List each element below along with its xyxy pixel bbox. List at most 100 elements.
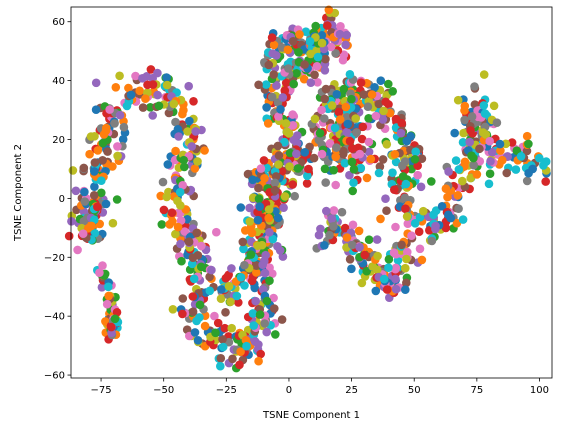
scatter-point [174,132,183,141]
scatter-point [91,105,101,114]
scatter-point [334,107,344,117]
scatter-point [481,130,491,139]
scatter-point [384,79,393,89]
scatter-point [402,136,412,146]
scatter-point [320,164,330,174]
scatter-point [253,215,263,225]
scatter-point [246,250,256,259]
scatter-point [242,341,251,351]
scatter-point [173,222,183,232]
scatter-point [331,180,341,190]
scatter-point [68,166,78,175]
scatter-point [188,292,198,301]
scatter-point [342,127,352,137]
scatter-point [115,71,124,81]
scatter-point [342,112,352,122]
scatter-point [486,157,495,166]
scatter-point [260,319,270,328]
scatter-point [325,139,335,148]
scatter-point [146,103,155,112]
scatter-point [277,167,287,176]
scatter-point [364,235,374,244]
scatter-point [345,136,355,146]
scatter-point [288,110,298,119]
scatter-point [400,193,410,203]
scatter-point [459,128,468,138]
scatter-point [302,179,312,188]
scatter-point [516,152,526,161]
scatter-point [351,114,361,123]
scatter-point [112,308,122,317]
scatter-point [330,123,340,133]
scatter-point [320,66,330,75]
scatter-point [460,157,470,167]
scatter-point [535,153,544,163]
scatter-point [294,48,303,57]
scatter-point [382,206,391,215]
scatter-point [382,140,392,149]
scatter-point [104,291,113,301]
scatter-point [379,274,389,284]
scatter-point [221,308,230,317]
scatter-point [212,227,221,237]
scatter-point [135,86,144,96]
scatter-point [312,62,322,71]
scatter-point [192,316,201,326]
scatter-point [232,291,242,301]
scatter-point [251,296,260,306]
scatter-point [437,202,447,211]
scatter-point [235,360,244,370]
scatter-point [372,235,382,244]
scatter-point [416,182,426,192]
scatter-point [348,186,358,196]
scatter-point [413,170,423,180]
scatter-point [431,224,440,234]
scatter-point [189,97,198,106]
scatter-point [329,222,338,231]
scatter-point [458,215,468,224]
scatter-point [262,327,272,337]
scatter-point [273,141,283,151]
scatter-point [103,147,112,156]
scatter-point [304,164,313,174]
scatter-point [391,114,401,124]
scatter-point [162,192,171,202]
scatter-point [176,201,185,210]
scatter-point [340,223,350,233]
scatter-point [188,307,198,317]
scatter-point [265,276,274,286]
x-tick-label: −50 [153,385,174,396]
scatter-point [98,156,107,165]
scatter-point [284,64,293,73]
y-axis-label: TSNE Component 2 [13,144,24,242]
scatter-point [417,255,427,265]
scatter-point [402,254,411,264]
scatter-point [355,149,365,159]
scatter-point [99,130,109,139]
scatter-point [236,203,246,212]
scatter-point [466,173,476,183]
scatter-point [321,54,330,64]
scatter-point [163,160,173,169]
scatter-point [268,234,278,244]
scatter-point [379,106,388,116]
scatter-point [122,101,132,111]
scatter-point [522,131,532,141]
scatter-point [169,99,179,109]
scatter-point [348,144,357,153]
scatter-point [453,95,463,105]
scatter-point [141,94,150,103]
scatter-point [310,70,319,80]
scatter-point [306,49,315,59]
scatter-point [200,321,210,331]
scatter-point [192,228,201,238]
scatter-point [178,294,188,303]
scatter-point [281,78,291,88]
scatter-point [190,164,200,173]
scatter-point [313,78,322,87]
scatter-point [288,37,298,46]
scatter-point [306,78,316,87]
scatter-point [375,162,385,171]
scatter-point [349,165,359,174]
scatter-point [98,261,107,270]
